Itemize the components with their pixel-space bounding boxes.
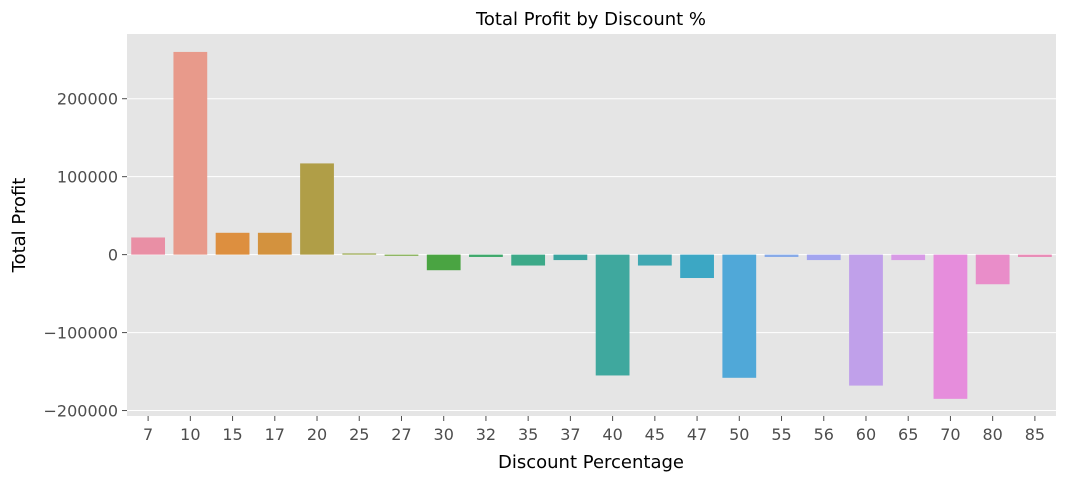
bar-30 [427, 255, 461, 271]
bar-15 [216, 233, 250, 255]
bar-20 [300, 163, 334, 254]
x-tick-label: 65 [898, 425, 918, 444]
x-tick-label: 27 [391, 425, 411, 444]
x-tick-label: 85 [1025, 425, 1045, 444]
x-tick-label: 45 [645, 425, 665, 444]
y-axis-label: Total Profit [9, 178, 30, 274]
x-tick-label: 60 [856, 425, 876, 444]
bar-47 [680, 255, 714, 278]
x-tick-label: 20 [307, 425, 327, 444]
x-tick-label: 80 [982, 425, 1002, 444]
plot-background [127, 34, 1056, 416]
y-tick-label: −100000 [44, 324, 118, 343]
chart-title: Total Profit by Discount % [475, 9, 706, 30]
y-tick-label: 0 [108, 246, 118, 265]
y-tick-label: 200000 [57, 90, 118, 109]
bar-32 [469, 255, 503, 257]
bar-10 [173, 52, 207, 255]
bar-80 [976, 255, 1010, 285]
y-tick-label: −200000 [44, 402, 118, 421]
bar-45 [638, 255, 672, 266]
bar-70 [934, 255, 968, 399]
x-tick-label: 17 [265, 425, 285, 444]
bar-27 [385, 255, 419, 256]
bar-55 [765, 255, 799, 257]
x-tick-label: 7 [143, 425, 153, 444]
x-tick-label: 25 [349, 425, 369, 444]
bar-7 [131, 237, 165, 254]
x-tick-label: 55 [771, 425, 791, 444]
bar-17 [258, 233, 292, 255]
x-tick-label: 32 [476, 425, 496, 444]
x-tick-label: 15 [222, 425, 242, 444]
bar-65 [891, 255, 925, 260]
x-tick-labels: 7 10 15 17 20 25 27 30 32 35 37 40 45 47 50 55 56 60 65 70 8… [143, 416, 1045, 444]
bar-40 [596, 255, 630, 376]
x-tick-label: 35 [518, 425, 538, 444]
x-tick-label: 30 [434, 425, 454, 444]
x-axis-label: Discount Percentage [498, 452, 684, 473]
bar-85 [1018, 255, 1052, 257]
x-tick-label: 47 [687, 425, 707, 444]
x-tick-label: 10 [180, 425, 200, 444]
bar-50 [722, 255, 756, 378]
x-tick-label: 56 [814, 425, 834, 444]
y-tick-labels: −200000 −100000 0 100000 200000 [44, 90, 127, 421]
x-tick-label: 50 [729, 425, 749, 444]
bar-35 [511, 255, 545, 266]
x-tick-label: 40 [602, 425, 622, 444]
bar-25 [342, 253, 376, 254]
y-tick-label: 100000 [57, 168, 118, 187]
bar-56 [807, 255, 841, 260]
x-tick-label: 37 [560, 425, 580, 444]
x-tick-label: 70 [940, 425, 960, 444]
bar-60 [849, 255, 883, 386]
bar-37 [553, 255, 587, 260]
